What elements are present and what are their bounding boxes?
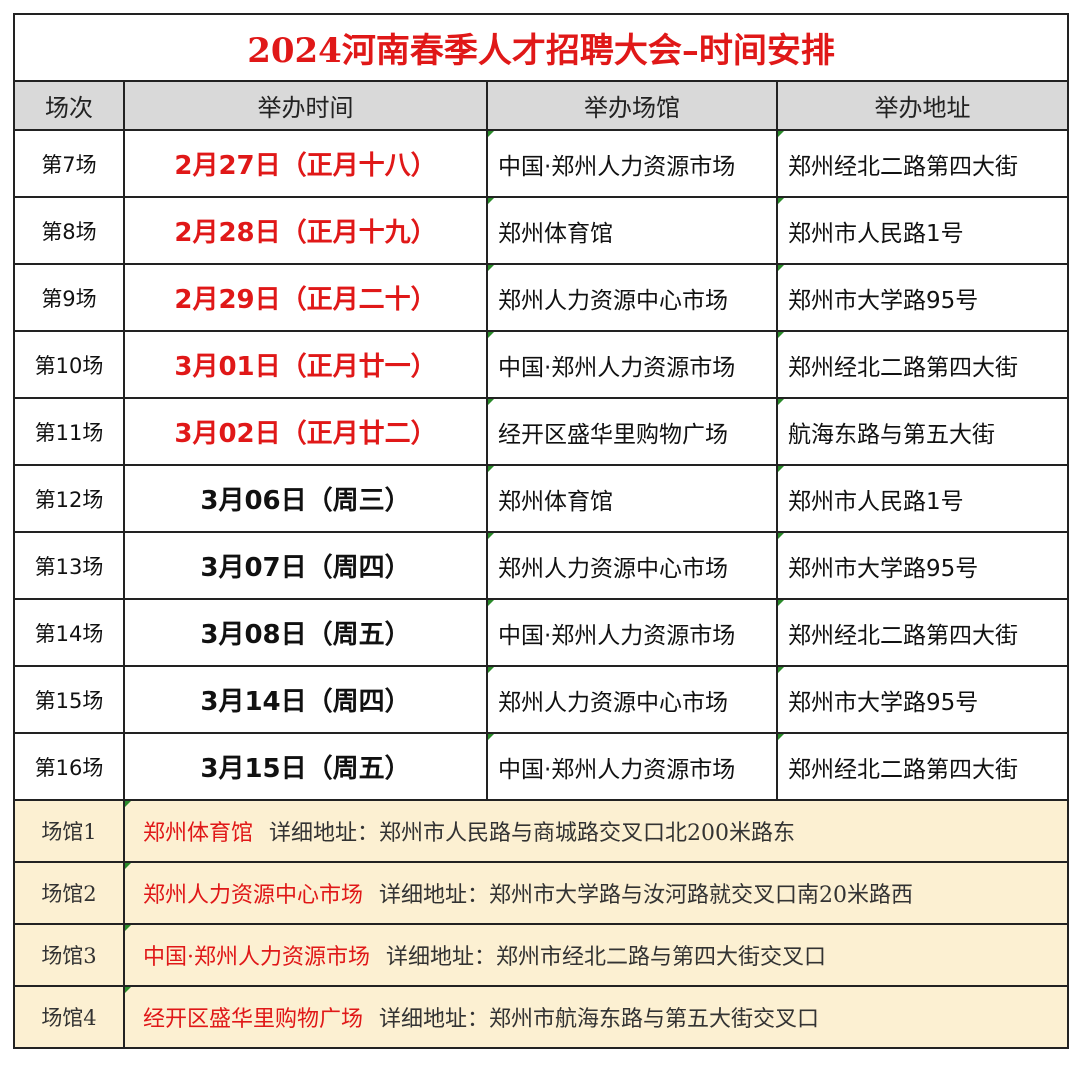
venue-cell: 郑州体育馆 <box>486 196 778 265</box>
session-cell: 第14场 <box>13 598 125 667</box>
address-cell: 郑州市大学路95号 <box>775 263 1070 332</box>
table-row: 第13场 3月07日（周四） 郑州人力资源中心市场 郑州市大学路95号 <box>13 531 1070 600</box>
date-cell: 3月01日（正月廿一） <box>123 330 488 399</box>
session-cell: 第10场 <box>13 330 125 399</box>
session-cell: 第9场 <box>13 263 125 332</box>
table-row: 第12场 3月06日（周三） 郑州体育馆 郑州市人民路1号 <box>13 464 1070 533</box>
date-cell: 3月08日（周五） <box>123 598 488 667</box>
header-date: 举办时间 <box>123 80 488 131</box>
address-cell: 郑州经北二路第四大街 <box>775 598 1070 667</box>
venue-cell: 郑州人力资源中心市场 <box>486 531 778 600</box>
address-cell: 郑州经北二路第四大街 <box>775 732 1070 801</box>
venue-name: 郑州人力资源中心市场 <box>143 883 364 908</box>
table-row: 第16场 3月15日（周五） 中国·郑州人力资源市场 郑州经北二路第四大街 <box>13 732 1070 801</box>
venue-detail-cell: 郑州人力资源中心市场 详细地址：郑州市大学路与汝河路就交叉口南20米路西 <box>122 861 1070 925</box>
date-cell: 2月28日（正月十九） <box>123 196 488 265</box>
session-cell: 第16场 <box>13 732 125 801</box>
table-row: 第11场 3月02日（正月廿二） 经开区盛华里购物广场 航海东路与第五大街 <box>13 397 1070 466</box>
date-cell: 3月02日（正月廿二） <box>123 397 488 466</box>
venue-label: 场馆1 <box>13 799 125 863</box>
table-row: 第10场 3月01日（正月廿一） 中国·郑州人力资源市场 郑州经北二路第四大街 <box>13 330 1070 399</box>
venue-label: 场馆2 <box>13 861 125 925</box>
header-session: 场次 <box>13 80 125 131</box>
header-address: 举办地址 <box>775 80 1070 131</box>
header-venue: 举办场馆 <box>486 80 778 131</box>
table-row: 第8场 2月28日（正月十九） 郑州体育馆 郑州市人民路1号 <box>13 196 1070 265</box>
venue-cell: 中国·郑州人力资源市场 <box>486 129 778 198</box>
venue-label: 场馆4 <box>13 985 125 1049</box>
venue-row: 场馆3 中国·郑州人力资源市场 详细地址：郑州市经北二路与第四大街交叉口 <box>13 923 1070 987</box>
date-cell: 2月29日（正月二十） <box>123 263 488 332</box>
session-cell: 第15场 <box>13 665 125 734</box>
header-row: 场次 举办时间 举办场馆 举办地址 <box>13 80 1070 131</box>
session-cell: 第8场 <box>13 196 125 265</box>
table-row: 第9场 2月29日（正月二十） 郑州人力资源中心市场 郑州市大学路95号 <box>13 263 1070 332</box>
venue-cell: 经开区盛华里购物广场 <box>486 397 778 466</box>
venue-name: 经开区盛华里购物广场 <box>143 1007 364 1032</box>
table-row: 第15场 3月14日（周四） 郑州人力资源中心市场 郑州市大学路95号 <box>13 665 1070 734</box>
session-cell: 第12场 <box>13 464 125 533</box>
title-row: 2024河南春季人才招聘大会–时间安排 <box>12 13 1070 82</box>
table-row: 第7场 2月27日（正月十八） 中国·郑州人力资源市场 郑州经北二路第四大街 <box>13 129 1070 198</box>
venue-cell: 郑州人力资源中心市场 <box>486 263 778 332</box>
venue-address: 详细地址：郑州市经北二路与第四大街交叉口 <box>386 945 827 970</box>
venue-name: 中国·郑州人力资源市场 <box>143 945 370 970</box>
venue-label: 场馆3 <box>13 923 125 987</box>
venue-address: 详细地址：郑州市大学路与汝河路就交叉口南20米路西 <box>379 883 914 908</box>
date-cell: 3月07日（周四） <box>123 531 488 600</box>
page-title: 2024河南春季人才招聘大会–时间安排 <box>12 13 1070 82</box>
date-cell: 3月14日（周四） <box>123 665 488 734</box>
address-cell: 郑州市人民路1号 <box>775 196 1070 265</box>
venue-detail-cell: 郑州体育馆 详细地址：郑州市人民路与商城路交叉口北200米路东 <box>122 799 1070 863</box>
session-cell: 第13场 <box>13 531 125 600</box>
address-cell: 郑州市大学路95号 <box>775 531 1070 600</box>
date-cell: 3月06日（周三） <box>123 464 488 533</box>
address-cell: 郑州经北二路第四大街 <box>775 330 1070 399</box>
venue-detail-cell: 中国·郑州人力资源市场 详细地址：郑州市经北二路与第四大街交叉口 <box>122 923 1070 987</box>
venue-address: 详细地址：郑州市航海东路与第五大街交叉口 <box>379 1007 820 1032</box>
venue-address: 详细地址：郑州市人民路与商城路交叉口北200米路东 <box>269 821 796 846</box>
address-cell: 郑州市人民路1号 <box>775 464 1070 533</box>
address-cell: 郑州市大学路95号 <box>775 665 1070 734</box>
venue-row: 场馆2 郑州人力资源中心市场 详细地址：郑州市大学路与汝河路就交叉口南20米路西 <box>13 861 1070 925</box>
address-cell: 航海东路与第五大街 <box>775 397 1070 466</box>
session-cell: 第7场 <box>13 129 125 198</box>
date-cell: 2月27日（正月十八） <box>123 129 488 198</box>
venue-row: 场馆4 经开区盛华里购物广场 详细地址：郑州市航海东路与第五大街交叉口 <box>13 985 1070 1049</box>
venue-name: 郑州体育馆 <box>143 821 254 846</box>
venue-cell: 中国·郑州人力资源市场 <box>486 330 778 399</box>
venue-cell: 郑州人力资源中心市场 <box>486 665 778 734</box>
table-row: 第14场 3月08日（周五） 中国·郑州人力资源市场 郑州经北二路第四大街 <box>13 598 1070 667</box>
venue-row: 场馆1 郑州体育馆 详细地址：郑州市人民路与商城路交叉口北200米路东 <box>13 799 1070 863</box>
date-cell: 3月15日（周五） <box>123 732 488 801</box>
venue-cell: 中国·郑州人力资源市场 <box>486 598 778 667</box>
address-cell: 郑州经北二路第四大街 <box>775 129 1070 198</box>
session-cell: 第11场 <box>13 397 125 466</box>
venue-cell: 郑州体育馆 <box>486 464 778 533</box>
schedule-table: 2024河南春季人才招聘大会–时间安排 场次 举办时间 举办场馆 举办地址 第7… <box>12 13 1070 1049</box>
venue-detail-cell: 经开区盛华里购物广场 详细地址：郑州市航海东路与第五大街交叉口 <box>122 985 1070 1049</box>
venue-cell: 中国·郑州人力资源市场 <box>486 732 778 801</box>
